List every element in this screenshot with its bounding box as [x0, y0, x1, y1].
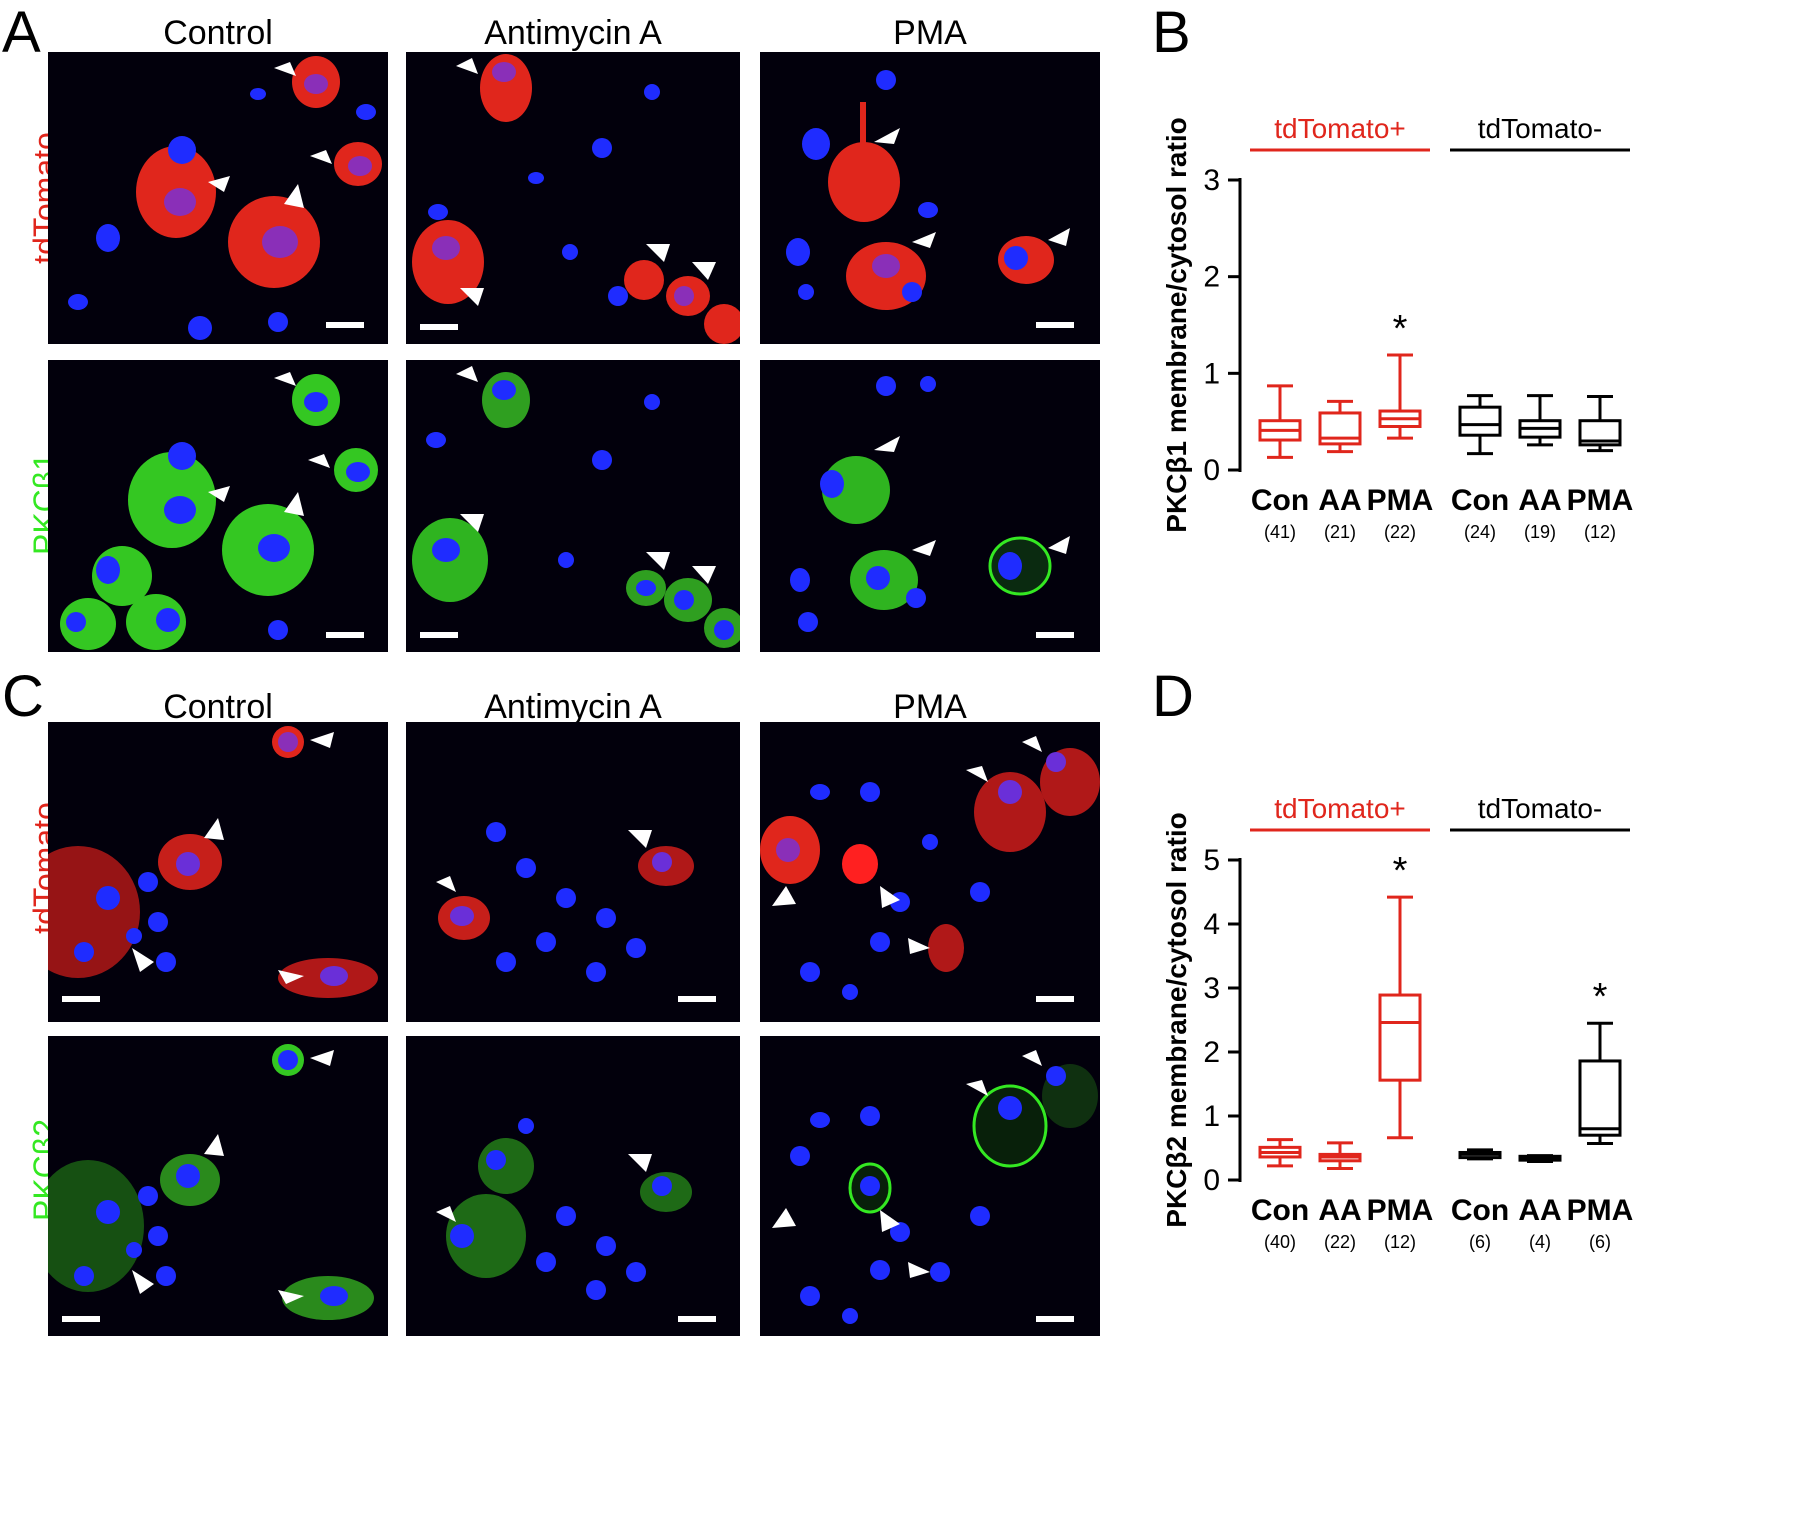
n-label: (12)	[1384, 1232, 1416, 1252]
x-tick-label: PMA	[1567, 484, 1634, 517]
x-tick-label: Con	[1251, 484, 1309, 517]
y-tick-label: 5	[1203, 844, 1220, 877]
group-label-tdtomato-pos: tdTomato+	[1274, 793, 1406, 824]
micrograph-a-antimycin-tdtomato	[406, 52, 740, 344]
panel-letter-b: B	[1152, 0, 1191, 65]
y-axis-label: PKCβ2 membrane/cytosol ratio	[1161, 812, 1192, 1227]
x-tick-label: Con	[1251, 1194, 1309, 1227]
n-label: (19)	[1524, 522, 1556, 542]
micrograph-c-control-tdtomato	[48, 722, 388, 1022]
col-title-antimycin-a: Antimycin A	[484, 14, 662, 52]
x-tick-label: AA	[1518, 484, 1561, 517]
box-iqr	[1378, 993, 1422, 1082]
y-tick-label: 1	[1203, 1100, 1220, 1133]
micrograph-a-pma-tdtomato	[760, 52, 1100, 344]
significance-star: *	[1393, 850, 1408, 892]
col-title-control-c: Control	[163, 688, 273, 726]
n-label: (22)	[1384, 522, 1416, 542]
y-tick-label: 3	[1203, 972, 1220, 1005]
x-tick-label: AA	[1318, 484, 1361, 517]
micrograph-c-pma-tdtomato	[760, 722, 1100, 1022]
significance-star: *	[1393, 308, 1408, 350]
micrograph-a-control-tdtomato	[48, 52, 388, 344]
micrograph-c-antimycin-tdtomato	[406, 722, 740, 1022]
group-label-tdtomato-pos: tdTomato+	[1274, 113, 1406, 144]
x-tick-label: AA	[1318, 1194, 1361, 1227]
y-axis-label: PKCβ1 membrane/cytosol ratio	[1161, 117, 1192, 532]
panel-letter-c: C	[2, 664, 44, 729]
x-tick-label: Con	[1451, 484, 1509, 517]
box-iqr	[1578, 1059, 1622, 1137]
n-label: (24)	[1464, 522, 1496, 542]
box-plot-d: 0 1 2 3 4 5 PKCβ2 membrane/cytosol ratio tdToma…	[1161, 793, 1634, 1252]
y-tick-label: 3	[1203, 164, 1220, 197]
panel-letter-a: A	[2, 0, 41, 65]
micrograph-c-pma-pkcb2	[760, 1036, 1100, 1336]
box-iqr	[1458, 405, 1502, 437]
n-label: (40)	[1264, 1232, 1296, 1252]
n-label: (21)	[1324, 522, 1356, 542]
n-label: (6)	[1469, 1232, 1491, 1252]
n-label: (12)	[1584, 522, 1616, 542]
group-label-tdtomato-neg: tdTomato-	[1478, 793, 1603, 824]
n-label: (6)	[1589, 1232, 1611, 1252]
x-tick-label: AA	[1518, 1194, 1561, 1227]
box-plot-b: 0 1 2 3 PKCβ1 membrane/cytosol ratio tdTomato…	[1161, 113, 1634, 542]
micrograph-c-control-pkcb2	[48, 1036, 388, 1336]
x-tick-label: Con	[1451, 1194, 1509, 1227]
y-tick-label: 0	[1203, 454, 1220, 487]
y-tick-label: 2	[1203, 1036, 1220, 1069]
significance-star: *	[1593, 976, 1608, 1018]
micrograph-a-control-pkcb1	[48, 360, 388, 652]
n-label: (41)	[1264, 522, 1296, 542]
col-title-pma-c: PMA	[893, 688, 967, 726]
x-tick-label: PMA	[1567, 1194, 1634, 1227]
micrograph-a-antimycin-pkcb1	[406, 360, 740, 652]
x-tick-label: PMA	[1367, 1194, 1434, 1227]
col-title-control-a: Control	[163, 14, 273, 52]
n-label: (22)	[1324, 1232, 1356, 1252]
micrograph-c-antimycin-pkcb2	[406, 1036, 740, 1336]
x-tick-label: PMA	[1367, 484, 1434, 517]
n-label: (4)	[1529, 1232, 1551, 1252]
col-title-antimycin-c: Antimycin A	[484, 688, 662, 726]
col-title-pma-a: PMA	[893, 14, 967, 52]
panel-letter-d: D	[1152, 664, 1194, 729]
group-label-tdtomato-neg: tdTomato-	[1478, 113, 1603, 144]
y-tick-label: 1	[1203, 357, 1220, 390]
y-tick-label: 4	[1203, 908, 1220, 941]
y-tick-label: 0	[1203, 1164, 1220, 1197]
micrograph-a-pma-pkcb1	[760, 360, 1100, 652]
y-tick-label: 2	[1203, 261, 1220, 294]
